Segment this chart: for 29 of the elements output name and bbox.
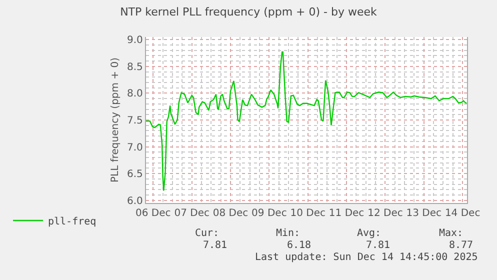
- chart-title: NTP kernel PLL frequency (ppm + 0) - by week: [120, 6, 378, 19]
- line-series: [146, 51, 467, 192]
- x-tick-label: 12 Dec: [368, 208, 403, 219]
- text: 6.18: [287, 240, 312, 251]
- y-tick-label: 8.0: [127, 88, 143, 100]
- x-tick-label: 06 Dec: [136, 208, 171, 219]
- x-tick-label: 14 Dec: [444, 208, 480, 219]
- y-tick-label: 7.0: [127, 142, 143, 154]
- y-axis-title: PLL frequency (ppm + 0): [110, 57, 121, 183]
- x-tick-label: 10 Dec: [290, 208, 326, 219]
- y-tick-label: 6.5: [127, 169, 143, 180]
- text: 7.81: [203, 240, 228, 251]
- x-tick-label: 13 Dec: [406, 208, 442, 219]
- x-tick-label: 08 Dec: [212, 208, 248, 219]
- text: Last update: Sun Dec 14 14:45:00 2025: [255, 252, 478, 263]
- x-tick-label: 07 Dec: [174, 208, 210, 219]
- y-tick-label: 8.5: [127, 62, 143, 73]
- text: Max:: [439, 228, 464, 239]
- y-tick-label: 6.0: [127, 196, 143, 207]
- text: Min:: [276, 228, 300, 239]
- text: 7.81: [366, 240, 390, 251]
- y-tick-label: 9.0: [127, 35, 143, 46]
- text: Avg:: [357, 228, 382, 239]
- legend-label: pll-freq: [48, 216, 96, 228]
- x-tick-label: 11 Dec: [328, 208, 364, 219]
- text: 8.77: [449, 240, 474, 251]
- text: Cur:: [195, 228, 220, 239]
- y-tick-label: 7.5: [127, 116, 143, 126]
- x-tick-label: 09 Dec: [252, 208, 287, 219]
